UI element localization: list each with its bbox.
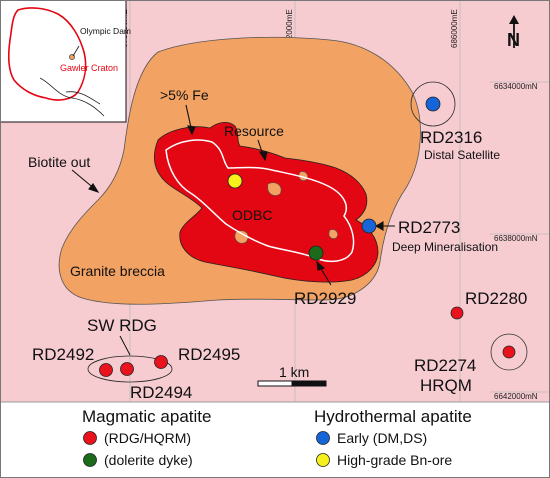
rd2316-marker bbox=[410, 81, 456, 127]
odbc-boundary bbox=[165, 139, 355, 263]
northing-label: 6634000mN bbox=[494, 82, 538, 91]
inset-place-label: Olympic Dam bbox=[80, 26, 131, 36]
inset-coastline bbox=[39, 77, 105, 117]
highgrade-marker bbox=[227, 173, 243, 189]
legend-red-swatch bbox=[83, 431, 97, 445]
northing-label: 6638000mN bbox=[494, 234, 538, 243]
rd2492-marker bbox=[99, 363, 113, 377]
rd2494-label: RD2494 bbox=[130, 383, 192, 402]
rd2773-marker bbox=[361, 218, 377, 234]
rd2274-note: HRQM bbox=[420, 376, 472, 395]
rd2280-label: RD2280 bbox=[465, 289, 527, 308]
easting-label: 686000mE bbox=[450, 9, 459, 48]
legend-yellow-swatch bbox=[316, 453, 330, 467]
rd2280-marker bbox=[450, 306, 464, 320]
inset-map: Olympic Dam Gawler Craton bbox=[0, 0, 131, 123]
scale-bar bbox=[257, 380, 327, 387]
legend-yellow-label: High-grade Bn-ore bbox=[337, 452, 452, 468]
breccia-label: Granite breccia bbox=[70, 263, 165, 279]
sw-group-outline bbox=[87, 355, 173, 383]
sw-group-pointer bbox=[119, 335, 131, 356]
rd2929-label: RD2929 bbox=[294, 289, 356, 308]
legend-blue-label: Early (DM,DS) bbox=[337, 430, 427, 446]
rd2274-label: RD2274 bbox=[414, 356, 476, 375]
resource-zone bbox=[154, 122, 379, 283]
inset-region-label: Gawler Craton bbox=[60, 63, 118, 73]
legend-hydrothermal-title: Hydrothermal apatite bbox=[314, 407, 472, 426]
rd2316-label: RD2316 bbox=[420, 128, 482, 147]
north-arrow-icon bbox=[509, 15, 519, 48]
rd2316-note: Distal Satellite bbox=[424, 148, 500, 162]
rd2929-marker bbox=[308, 245, 324, 261]
resource-label: Resource bbox=[224, 123, 284, 139]
legend-green-label: (dolerite dyke) bbox=[104, 452, 193, 468]
northing-labels: 6634000mN 6638000mN 6642000mN bbox=[490, 81, 550, 401]
legend-green-swatch bbox=[83, 453, 97, 467]
sw-group-label: SW RDG bbox=[87, 316, 157, 335]
rd2494-marker bbox=[120, 362, 134, 376]
rd2274-marker bbox=[490, 333, 528, 371]
legend-magmatic-title: Magmatic apatite bbox=[82, 407, 211, 426]
rd2495-label: RD2495 bbox=[178, 345, 240, 364]
rd2495-marker bbox=[154, 355, 168, 369]
legend-red-label: (RDG/HQRM) bbox=[104, 430, 191, 446]
rd2773-label: RD2773 bbox=[398, 218, 460, 237]
legend-blue-swatch bbox=[316, 431, 330, 445]
north-arrow-label: N bbox=[507, 30, 520, 50]
scale-bar-label: 1 km bbox=[279, 364, 309, 380]
odbc-label: ODBC bbox=[232, 207, 272, 223]
biotite-label: Biotite out bbox=[28, 154, 90, 170]
northing-label: 6642000mN bbox=[494, 392, 538, 401]
fe-label: >5% Fe bbox=[160, 87, 209, 103]
annotation-arrows bbox=[71, 104, 395, 286]
inset-craton-outline bbox=[8, 7, 87, 101]
easting-label: 682000mE bbox=[285, 9, 294, 48]
rd2773-note: Deep Mineralisation bbox=[392, 240, 498, 254]
rd2492-label: RD2492 bbox=[32, 345, 94, 364]
